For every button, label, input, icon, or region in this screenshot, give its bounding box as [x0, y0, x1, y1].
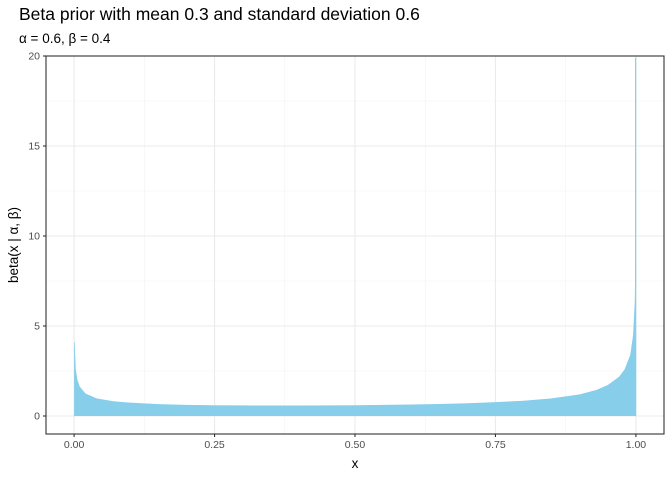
- y-axis-title: beta(x | α, β): [6, 207, 21, 283]
- major-gridlines: [46, 55, 664, 434]
- x-tick-label: 0.75: [485, 439, 506, 451]
- y-tick-label: 0: [34, 411, 40, 423]
- x-tick-label: 0.00: [64, 439, 85, 451]
- chart-title: Beta prior with mean 0.3 and standard de…: [19, 4, 420, 24]
- y-tick-label: 15: [28, 141, 40, 153]
- density-area: [74, 57, 637, 416]
- x-axis-title: x: [352, 456, 359, 471]
- x-tick-label: 0.25: [204, 439, 225, 451]
- x-tick-label: 0.50: [345, 439, 366, 451]
- y-tick-label: 20: [28, 51, 40, 63]
- y-axis: 0 5 10 15 20: [28, 51, 46, 423]
- x-tick-label: 1.00: [626, 439, 647, 451]
- y-tick-label: 5: [34, 321, 40, 333]
- x-axis: 0.00 0.25 0.50 0.75 1.00: [64, 434, 646, 451]
- y-tick-label: 10: [28, 231, 40, 243]
- chart-subtitle: α = 0.6, β = 0.4: [19, 31, 111, 46]
